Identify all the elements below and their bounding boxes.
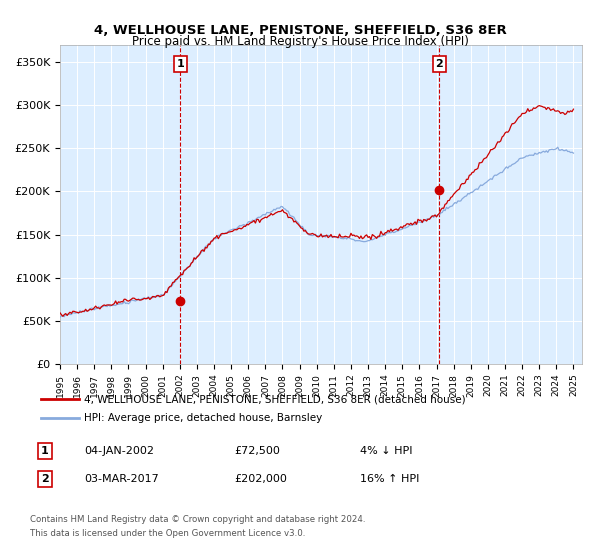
Text: 2: 2 bbox=[41, 474, 49, 484]
Text: 1: 1 bbox=[41, 446, 49, 456]
Text: £202,000: £202,000 bbox=[234, 474, 287, 484]
Text: 1: 1 bbox=[176, 59, 184, 69]
Text: 4, WELLHOUSE LANE, PENISTONE, SHEFFIELD, S36 8ER (detached house): 4, WELLHOUSE LANE, PENISTONE, SHEFFIELD,… bbox=[84, 394, 466, 404]
Text: 03-MAR-2017: 03-MAR-2017 bbox=[84, 474, 159, 484]
Text: This data is licensed under the Open Government Licence v3.0.: This data is licensed under the Open Gov… bbox=[30, 529, 305, 538]
Text: Price paid vs. HM Land Registry's House Price Index (HPI): Price paid vs. HM Land Registry's House … bbox=[131, 35, 469, 49]
Text: 16% ↑ HPI: 16% ↑ HPI bbox=[360, 474, 419, 484]
Text: 4, WELLHOUSE LANE, PENISTONE, SHEFFIELD, S36 8ER: 4, WELLHOUSE LANE, PENISTONE, SHEFFIELD,… bbox=[94, 24, 506, 38]
Text: £72,500: £72,500 bbox=[234, 446, 280, 456]
Text: Contains HM Land Registry data © Crown copyright and database right 2024.: Contains HM Land Registry data © Crown c… bbox=[30, 515, 365, 524]
Text: HPI: Average price, detached house, Barnsley: HPI: Average price, detached house, Barn… bbox=[84, 413, 322, 423]
Text: 2: 2 bbox=[436, 59, 443, 69]
Text: 4% ↓ HPI: 4% ↓ HPI bbox=[360, 446, 413, 456]
Text: 04-JAN-2002: 04-JAN-2002 bbox=[84, 446, 154, 456]
